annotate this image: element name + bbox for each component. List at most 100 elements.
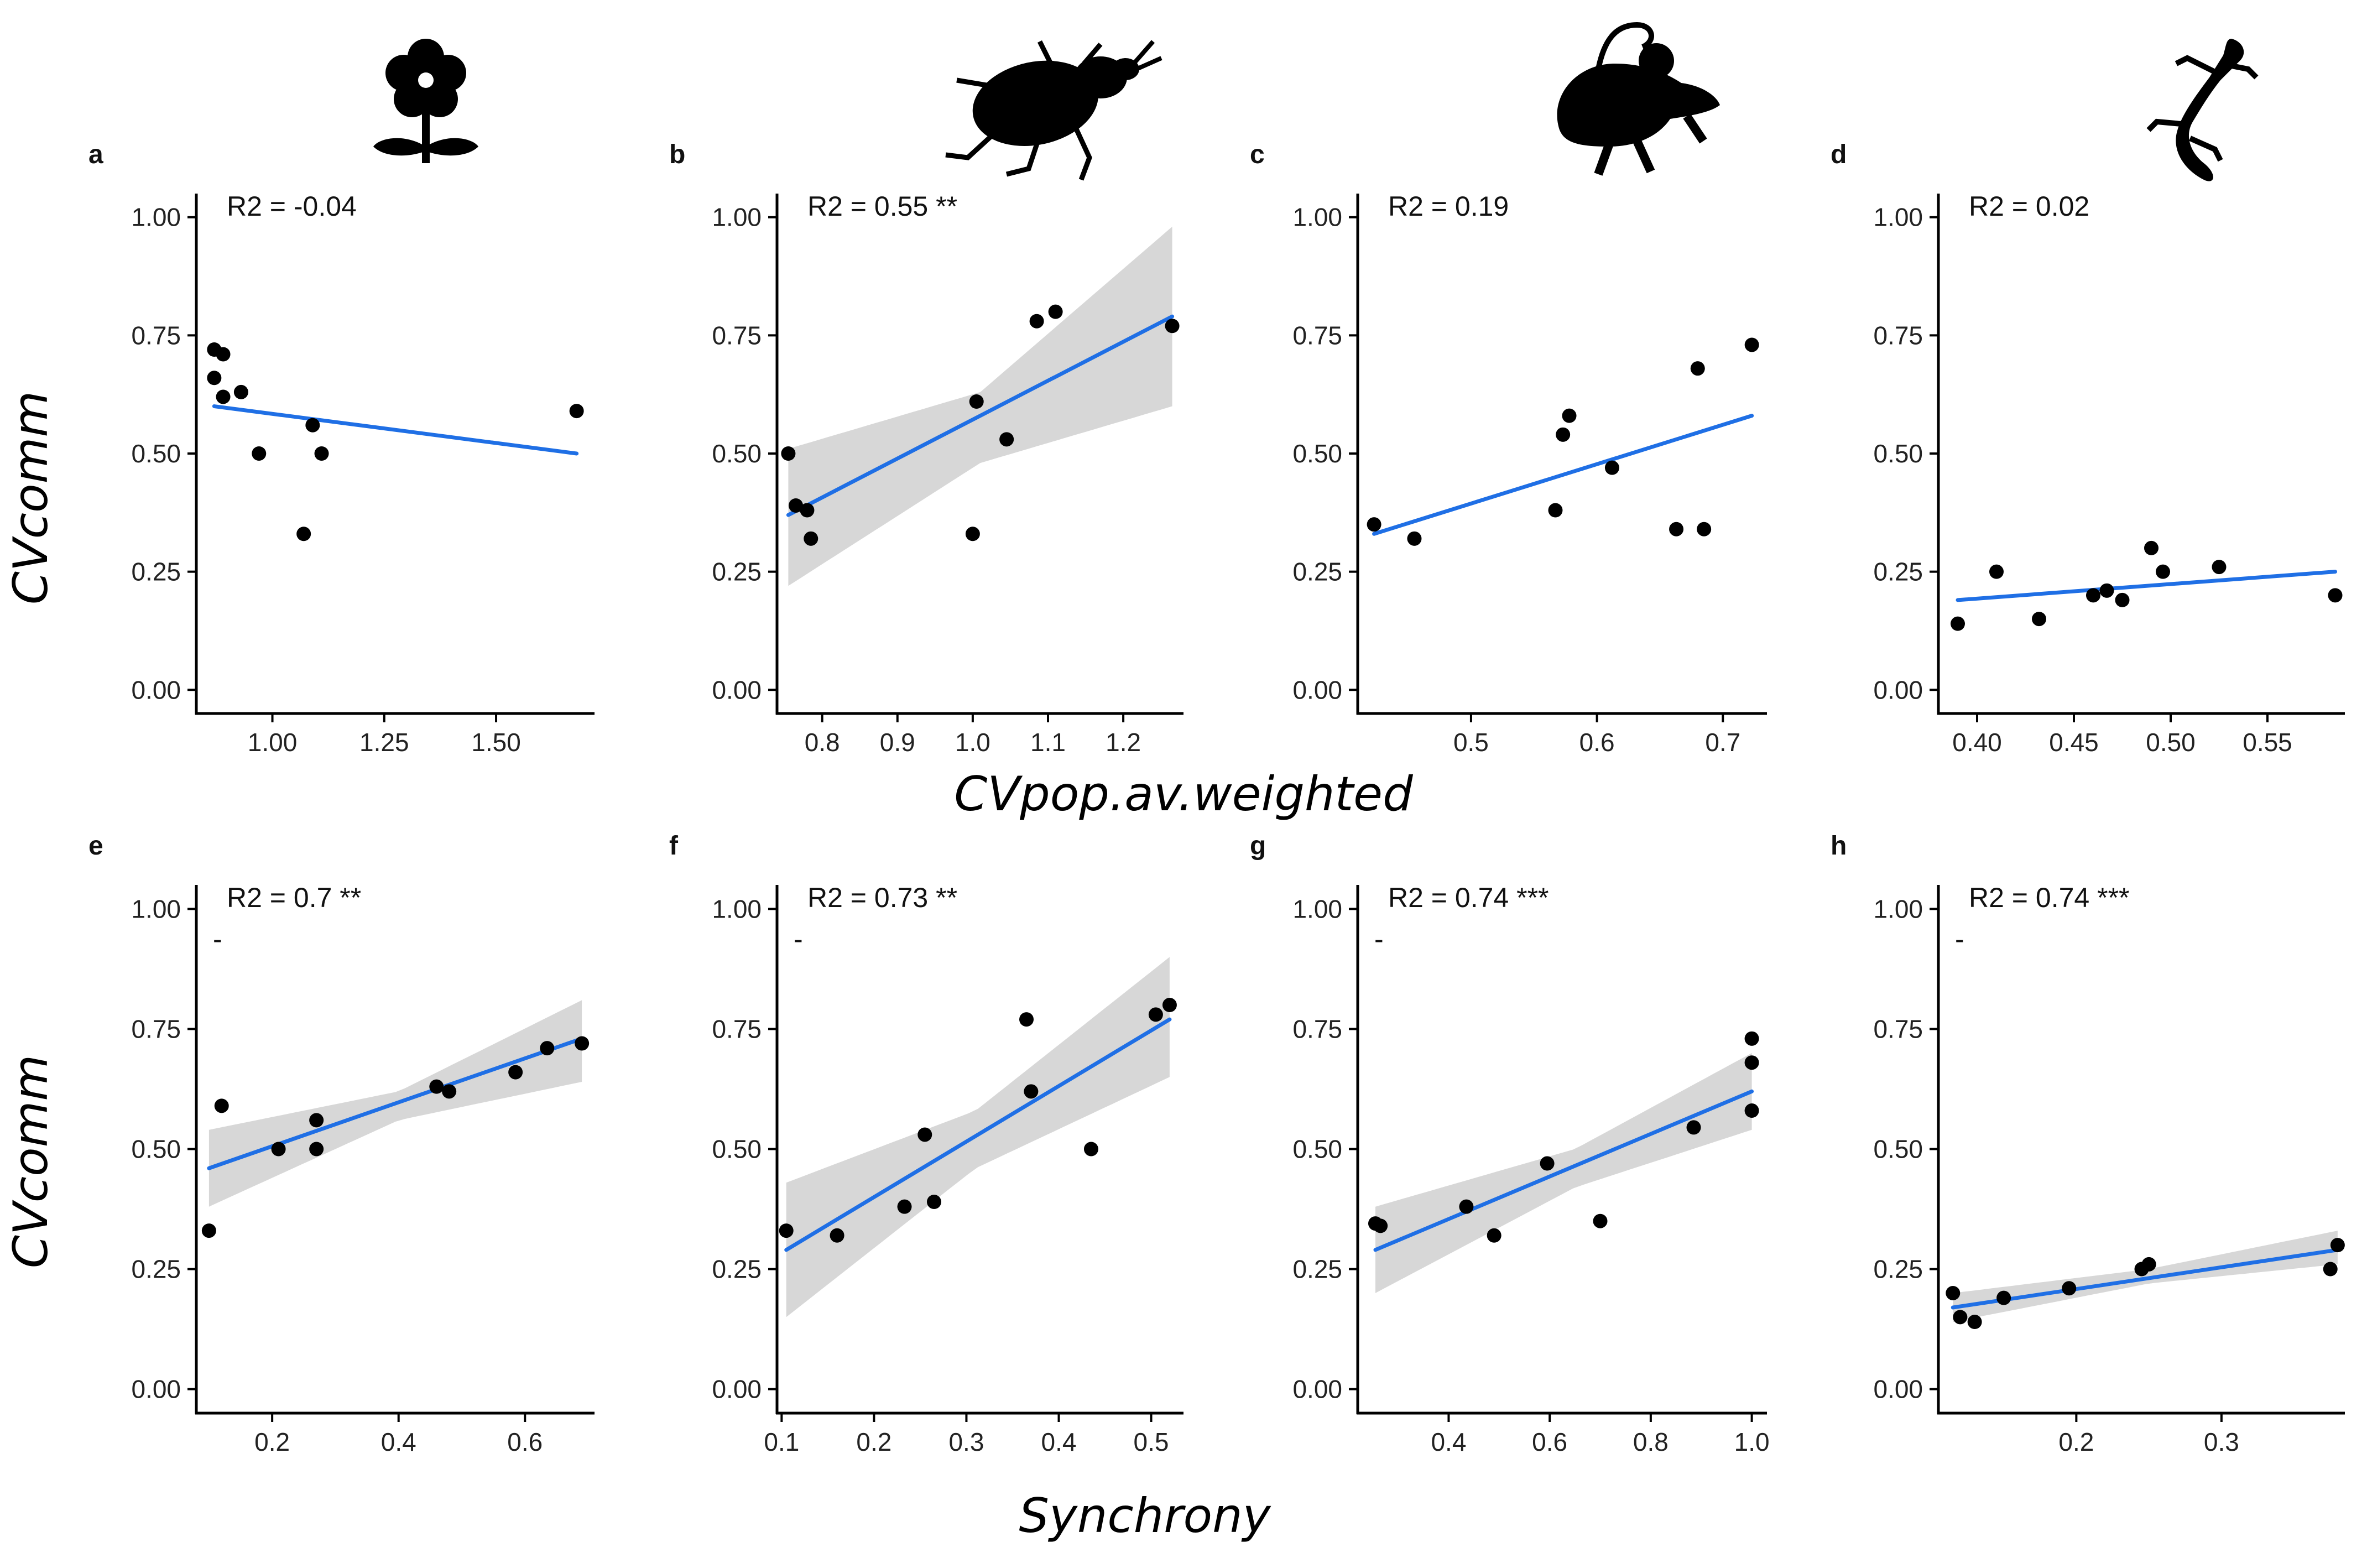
y-tick-label: 0.00 [1873,675,1923,704]
data-point [800,503,815,518]
y-tick-label: 0.75 [1873,1014,1923,1043]
r2-annotation: R2 = 0.55 ** [807,191,957,222]
mouse-icon [1557,22,1720,176]
confidence-band [1953,1231,2338,1322]
y-tick-label: 0.50 [1873,1135,1923,1164]
y-tick-label: 0.50 [131,439,181,468]
data-point [2144,540,2159,555]
dash-annotation: - [794,924,803,955]
x-tick-label: 0.5 [1453,728,1489,757]
y-tick-label: 0.50 [712,439,762,468]
flower-icon [373,39,478,163]
y-tick-label: 0.50 [712,1135,762,1164]
data-point [1951,616,1965,631]
data-point [1686,1120,1701,1135]
y-tick-label: 0.75 [1292,321,1342,350]
data-point [1697,522,1712,536]
y-tick-label: 0.75 [712,1014,762,1043]
data-point [926,1195,941,1209]
data-point [965,527,980,541]
y-tick-label: 0.00 [131,1375,181,1404]
y-tick-label: 1.00 [1292,203,1342,232]
data-point [1967,1315,1982,1330]
data-point [1744,1031,1759,1046]
y-tick-label: 0.00 [1292,1375,1342,1404]
y-tick-label: 0.50 [1292,439,1342,468]
panel-a: a 0.00 0.25 0.50 0.75 1.00 1.00 1.25 1.50 R2 = -0… [88,140,595,757]
data-point [1048,304,1063,319]
data-point [2086,588,2100,603]
y-tick-label: 0.75 [131,1014,181,1043]
lizard-icon [2146,39,2259,181]
data-point [779,1223,794,1238]
data-point [309,1113,324,1128]
data-point [1373,1218,1388,1233]
dash-annotation: - [213,924,222,955]
data-point [1540,1156,1555,1171]
data-point [1744,337,1759,352]
x-tick-label: 0.4 [381,1428,416,1456]
y-tick-label: 1.00 [1873,894,1923,923]
data-point [1593,1213,1608,1228]
fit-line [1372,414,1754,536]
y-tick-label: 0.75 [1873,321,1923,350]
r2-annotation: R2 = 0.73 ** [807,882,957,913]
data-point [781,446,796,461]
x-tick-label: 0.8 [1633,1428,1669,1456]
panel-b: b 0.00 0.25 0.50 0.75 1.00 0.8 0.9 1.0 1.1 1.2 R2 =… [669,140,1184,757]
data-point [1604,460,1619,475]
data-point [1548,503,1563,518]
beetle-icon [945,40,1162,181]
data-point [1029,314,1044,329]
r2-annotation: R2 = 0.19 [1388,191,1509,222]
y-axis-label-bottom: CVcomm [3,1055,59,1268]
data-point [271,1142,286,1157]
data-point [1148,1007,1163,1022]
x-axis-label-top: CVpop.av.weighted [954,767,1413,822]
y-tick-label: 0.00 [131,675,181,704]
data-point [2099,583,2114,598]
x-tick-label: 0.1 [764,1428,799,1456]
data-point [207,371,222,386]
panel-letter: a [88,140,103,169]
data-point [2115,592,2130,607]
x-tick-label: 0.4 [1041,1428,1077,1456]
data-point [2323,1262,2338,1277]
data-point [429,1079,444,1094]
x-tick-label: 0.5 [1134,1428,1169,1456]
data-point [2330,1238,2345,1253]
data-point [2062,1281,2077,1296]
data-point [999,432,1014,447]
data-point [1407,531,1422,546]
panel-letter: h [1831,831,1847,861]
x-tick-label: 0.8 [805,728,840,757]
data-point [540,1041,555,1056]
data-point [575,1036,590,1051]
panel-d: d 0.00 0.25 0.50 0.75 1.00 0.40 0.45 0.50 0.55 R2 … [1831,140,2345,757]
y-tick-label: 1.00 [712,894,762,923]
data-point [252,446,267,461]
y-tick-label: 0.00 [712,675,762,704]
data-point [314,446,329,461]
panel-g: g 0.00 0.25 0.50 0.75 1.00 0.4 0.6 0.8 1.0 R2 = 0.… [1250,831,1770,1456]
data-point [1083,1142,1098,1157]
x-tick-label: 1.25 [359,728,409,757]
x-tick-label: 0.2 [856,1428,891,1456]
x-tick-label: 0.4 [1431,1428,1466,1456]
x-tick-label: 1.0 [1734,1428,1770,1456]
x-tick-label: 1.2 [1106,728,1141,757]
x-tick-label: 0.2 [2058,1428,2094,1456]
y-tick-label: 0.25 [1292,1255,1342,1284]
panel-c: c 0.00 0.25 0.50 0.75 1.00 0.5 0.6 0.7 R2 = 0.19 [1250,140,1767,757]
fit-line [1373,1089,1754,1252]
data-point [1744,1055,1759,1070]
r2-annotation: R2 = 0.74 *** [1969,882,2129,913]
x-tick-label: 1.00 [248,728,298,757]
data-point [1019,1012,1034,1027]
data-point [1690,361,1705,376]
y-tick-label: 1.00 [131,203,181,232]
x-tick-label: 0.40 [1952,728,2002,757]
x-tick-label: 0.55 [2243,728,2292,757]
y-tick-label: 0.25 [131,558,181,586]
